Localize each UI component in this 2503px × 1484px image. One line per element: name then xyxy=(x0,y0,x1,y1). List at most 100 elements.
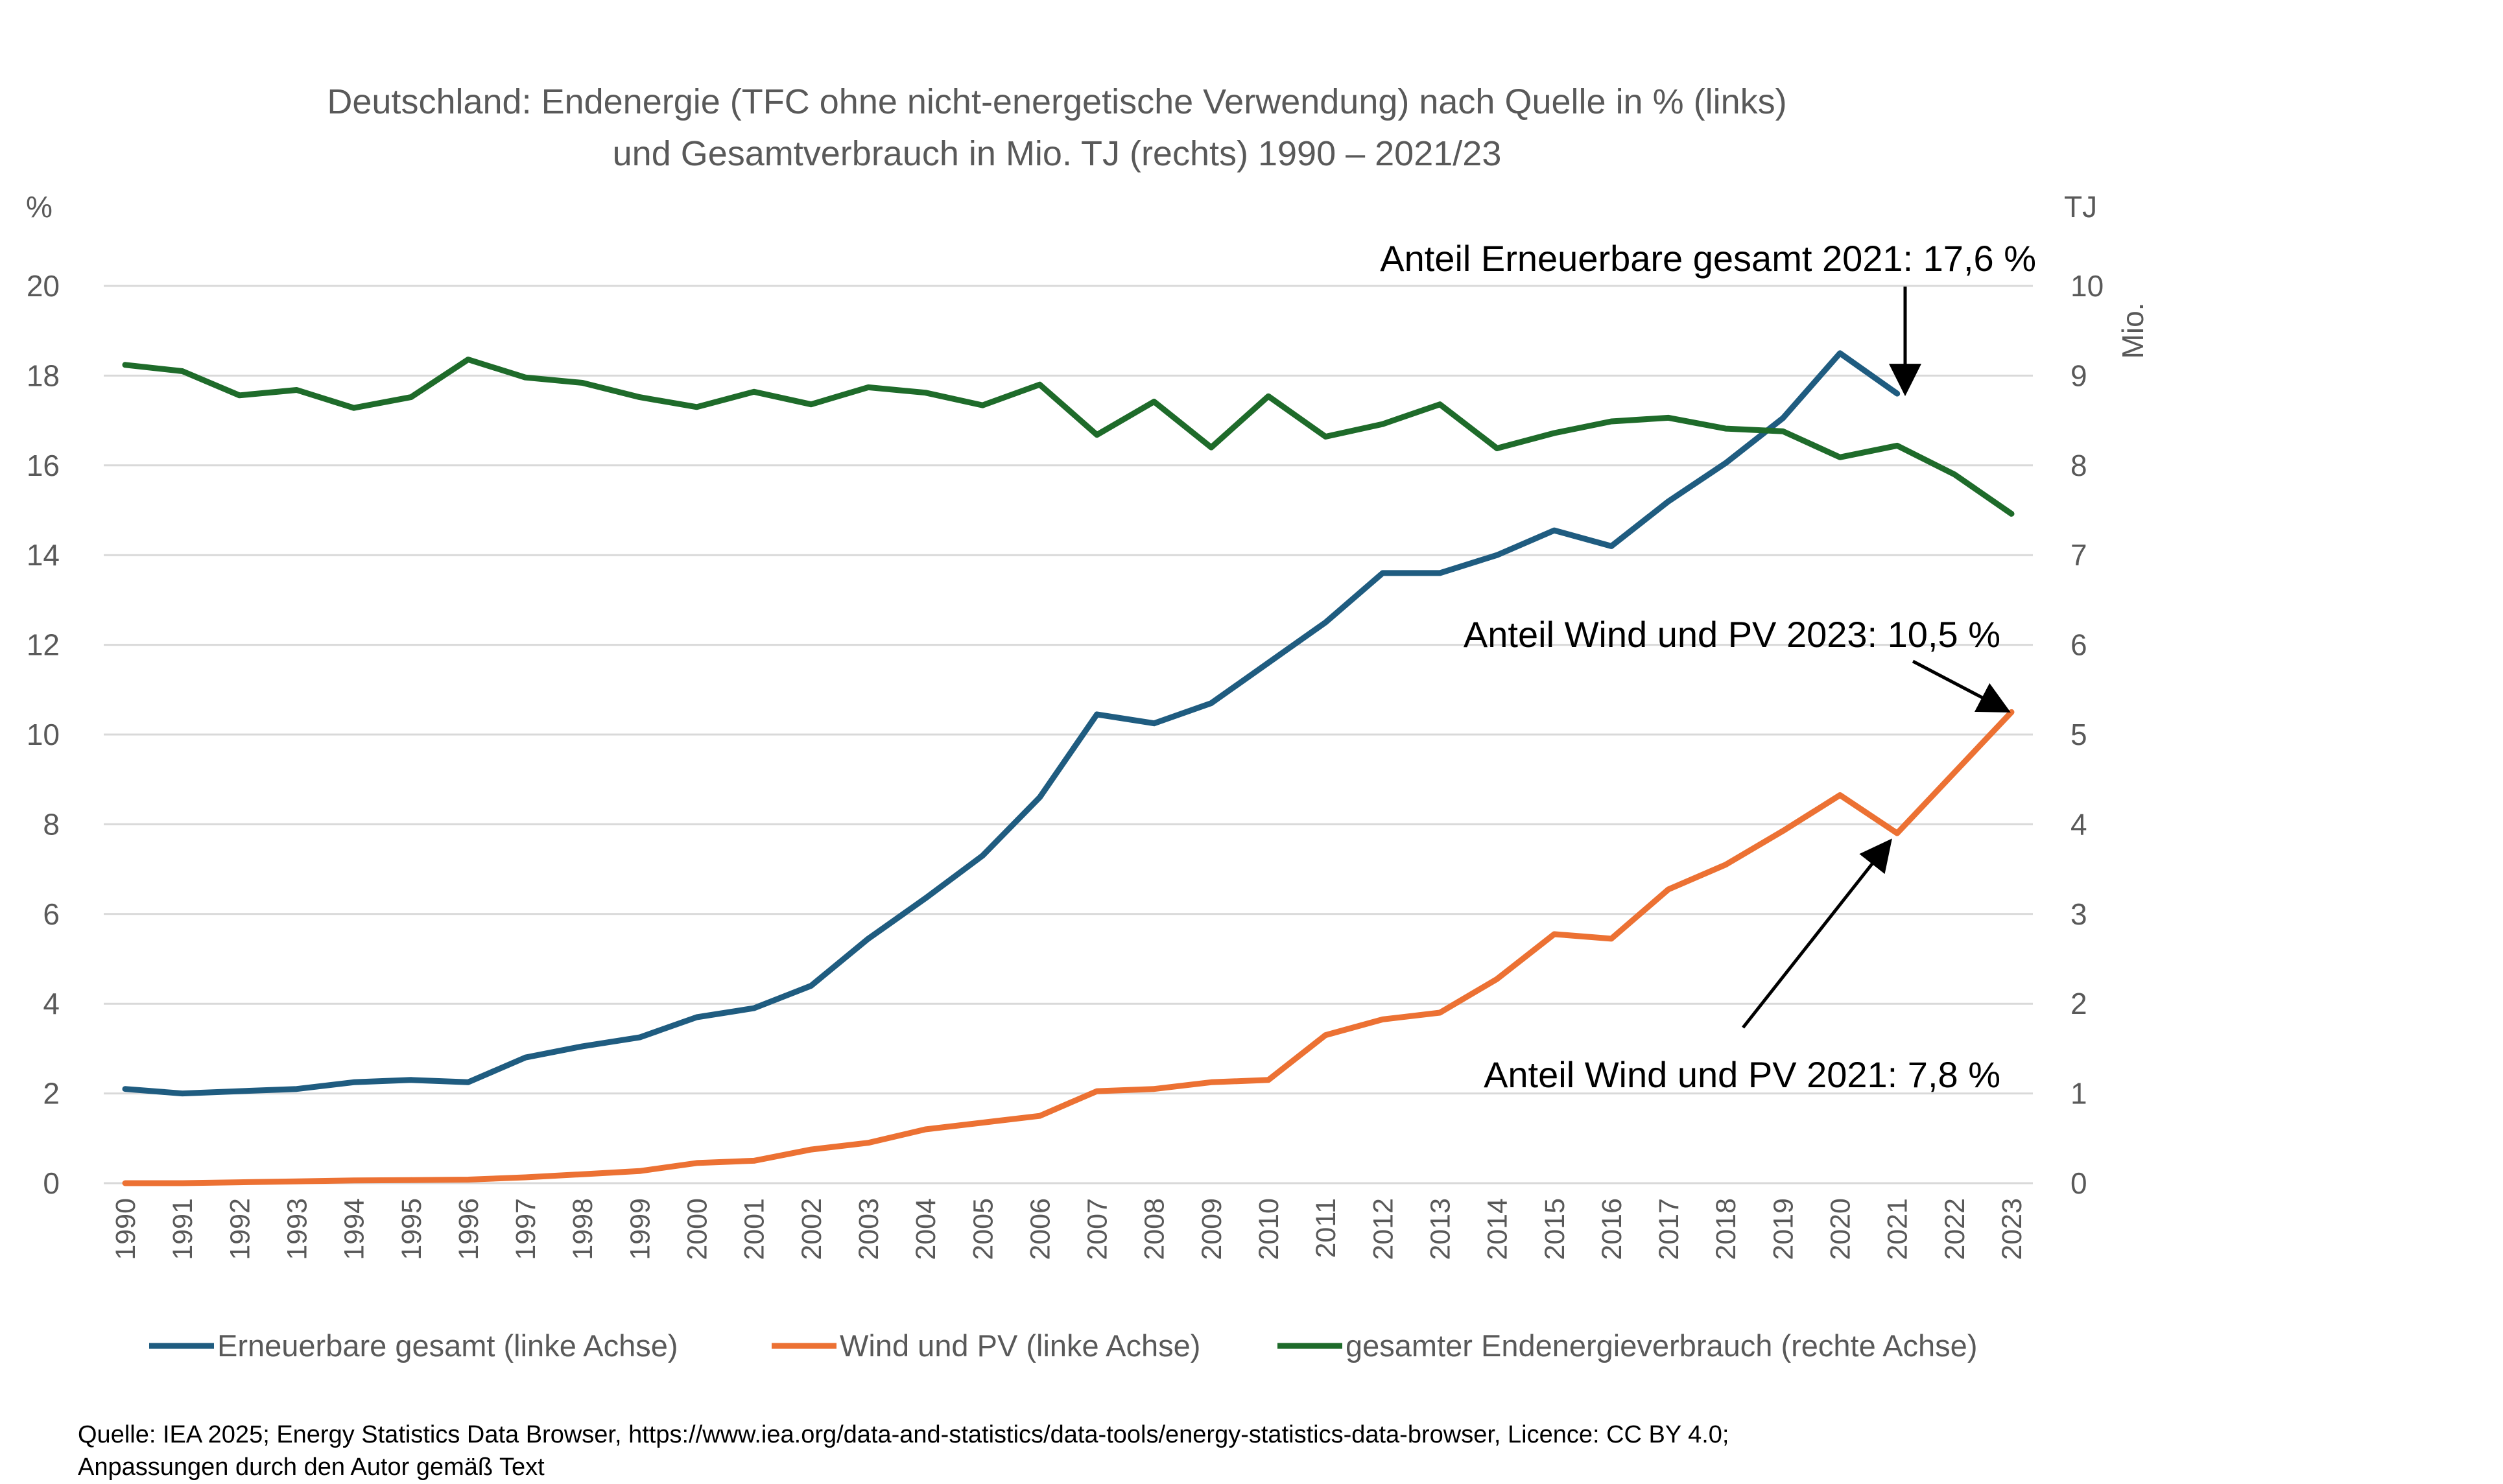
data-point xyxy=(1266,660,1272,666)
chart-title-line-1: Deutschland: Endenergie (TFC ohne nicht-… xyxy=(327,82,1786,121)
data-point xyxy=(580,380,586,386)
data-point xyxy=(1666,886,1672,892)
x-axis: 1990 1991 1992 1993 1994 1995 1996 1997 1998 1999… xyxy=(110,1198,2028,1260)
data-point xyxy=(637,1168,643,1174)
data-point xyxy=(237,1089,243,1094)
data-point xyxy=(1723,426,1729,432)
legend-label-wind-pv: Wind und PV (linke Achse) xyxy=(840,1328,1200,1363)
x-tick-label: 2020 xyxy=(1825,1198,1856,1260)
annotation-wind-pv-2021: Anteil Wind und PV 2021: 7,8 % xyxy=(1484,1054,2000,1095)
legend-label-total-consumption: gesamter Endenergieverbrauch (rechte Ach… xyxy=(1346,1328,1977,1363)
data-point xyxy=(980,1120,986,1125)
data-point xyxy=(1437,1010,1443,1016)
data-point xyxy=(1380,570,1386,576)
x-tick-label: 1998 xyxy=(567,1198,599,1260)
x-tick-label: 2007 xyxy=(1082,1198,1113,1260)
data-point xyxy=(980,853,986,858)
data-point xyxy=(1837,454,1843,460)
data-point xyxy=(1323,620,1329,625)
x-tick-label: 2019 xyxy=(1768,1198,1799,1260)
data-point xyxy=(1837,350,1843,356)
data-point xyxy=(865,384,871,390)
data-point xyxy=(523,1055,528,1061)
data-point xyxy=(1551,430,1557,436)
data-point xyxy=(1323,434,1329,440)
x-tick-label: 2016 xyxy=(1596,1198,1628,1260)
x-tick-label: 2011 xyxy=(1311,1198,1342,1258)
x-tick-label: 1990 xyxy=(110,1198,141,1260)
data-point xyxy=(1780,828,1786,834)
x-tick-label: 2014 xyxy=(1482,1198,1513,1260)
x-tick-label: 2010 xyxy=(1253,1198,1285,1260)
x-tick-label: 1995 xyxy=(396,1198,427,1260)
data-point xyxy=(1494,976,1500,982)
x-tick-label: 2017 xyxy=(1654,1198,1685,1260)
data-point xyxy=(808,1147,814,1153)
right-tick-label: 1 xyxy=(2070,1077,2087,1111)
right-tick-label: 3 xyxy=(2070,897,2087,931)
right-tick-label: 4 xyxy=(2070,807,2087,841)
data-point xyxy=(1437,401,1443,407)
data-point xyxy=(1094,432,1100,438)
data-point xyxy=(1151,1086,1157,1092)
right-tick-label: 0 xyxy=(2070,1166,2087,1200)
left-tick-label: 2 xyxy=(43,1077,60,1111)
data-point xyxy=(523,1175,528,1181)
data-point xyxy=(923,390,929,395)
data-point xyxy=(865,936,871,941)
data-point xyxy=(465,357,471,362)
annotation-arrow-wind-pv-2021 xyxy=(1742,838,1892,1029)
data-point xyxy=(751,1158,757,1164)
data-point xyxy=(1037,794,1043,800)
data-point xyxy=(2009,511,2014,517)
x-tick-label: 2006 xyxy=(1025,1198,1056,1260)
x-tick-label: 1993 xyxy=(281,1198,313,1260)
data-point xyxy=(580,1043,586,1049)
data-point xyxy=(2009,709,2014,715)
data-point xyxy=(1266,394,1272,399)
x-tick-label: 2004 xyxy=(910,1198,942,1260)
data-point xyxy=(751,389,757,395)
data-point xyxy=(1608,543,1614,549)
data-point xyxy=(523,375,528,381)
data-point xyxy=(1551,528,1557,534)
x-tick-label: 2012 xyxy=(1368,1198,1399,1260)
data-point xyxy=(637,1035,643,1041)
data-point xyxy=(465,1079,471,1085)
series-lines xyxy=(122,350,2015,1186)
data-point xyxy=(1437,570,1443,576)
right-tick-label: 7 xyxy=(2070,538,2087,572)
data-point xyxy=(123,1086,128,1092)
right-tick-label: 6 xyxy=(2070,628,2087,662)
left-axis: 0 2 4 6 8 10 12 14 16 18 20 xyxy=(27,269,60,1200)
x-tick-label: 2003 xyxy=(853,1198,884,1260)
data-point xyxy=(694,1160,700,1166)
data-point xyxy=(1380,421,1386,427)
x-tick-label: 2021 xyxy=(1882,1198,1914,1260)
data-point xyxy=(294,387,300,393)
data-point xyxy=(1323,1032,1329,1038)
data-point xyxy=(294,1179,300,1184)
legend-label-renewables: Erneuerbare gesamt (linke Achse) xyxy=(217,1328,678,1363)
annotation-wind-pv-2023: Anteil Wind und PV 2023: 10,5 % xyxy=(1464,614,2000,655)
right-axis-unit: TJ xyxy=(2064,190,2097,224)
x-tick-label: 2001 xyxy=(739,1198,770,1260)
data-point xyxy=(408,394,414,400)
left-tick-label: 16 xyxy=(27,449,60,482)
data-point xyxy=(1494,552,1500,558)
x-tick-label: 2022 xyxy=(1940,1198,1971,1260)
data-point xyxy=(1951,471,1957,477)
source-line-1: Quelle: IEA 2025; Energy Statistics Data… xyxy=(78,1421,1729,1448)
data-point xyxy=(351,1079,357,1085)
data-point xyxy=(123,1181,128,1186)
annotation-arrow-wind-pv-2023 xyxy=(1912,659,2011,713)
annotations: Anteil Erneuerbare gesamt 2021: 17,6 % A… xyxy=(1380,238,2036,1095)
data-point xyxy=(465,1177,471,1183)
data-point xyxy=(123,362,128,368)
series-line-1 xyxy=(122,350,1901,1097)
left-tick-label: 4 xyxy=(43,987,60,1020)
data-point xyxy=(408,1077,414,1083)
data-point xyxy=(351,1177,357,1183)
right-tick-label: 9 xyxy=(2070,359,2087,392)
